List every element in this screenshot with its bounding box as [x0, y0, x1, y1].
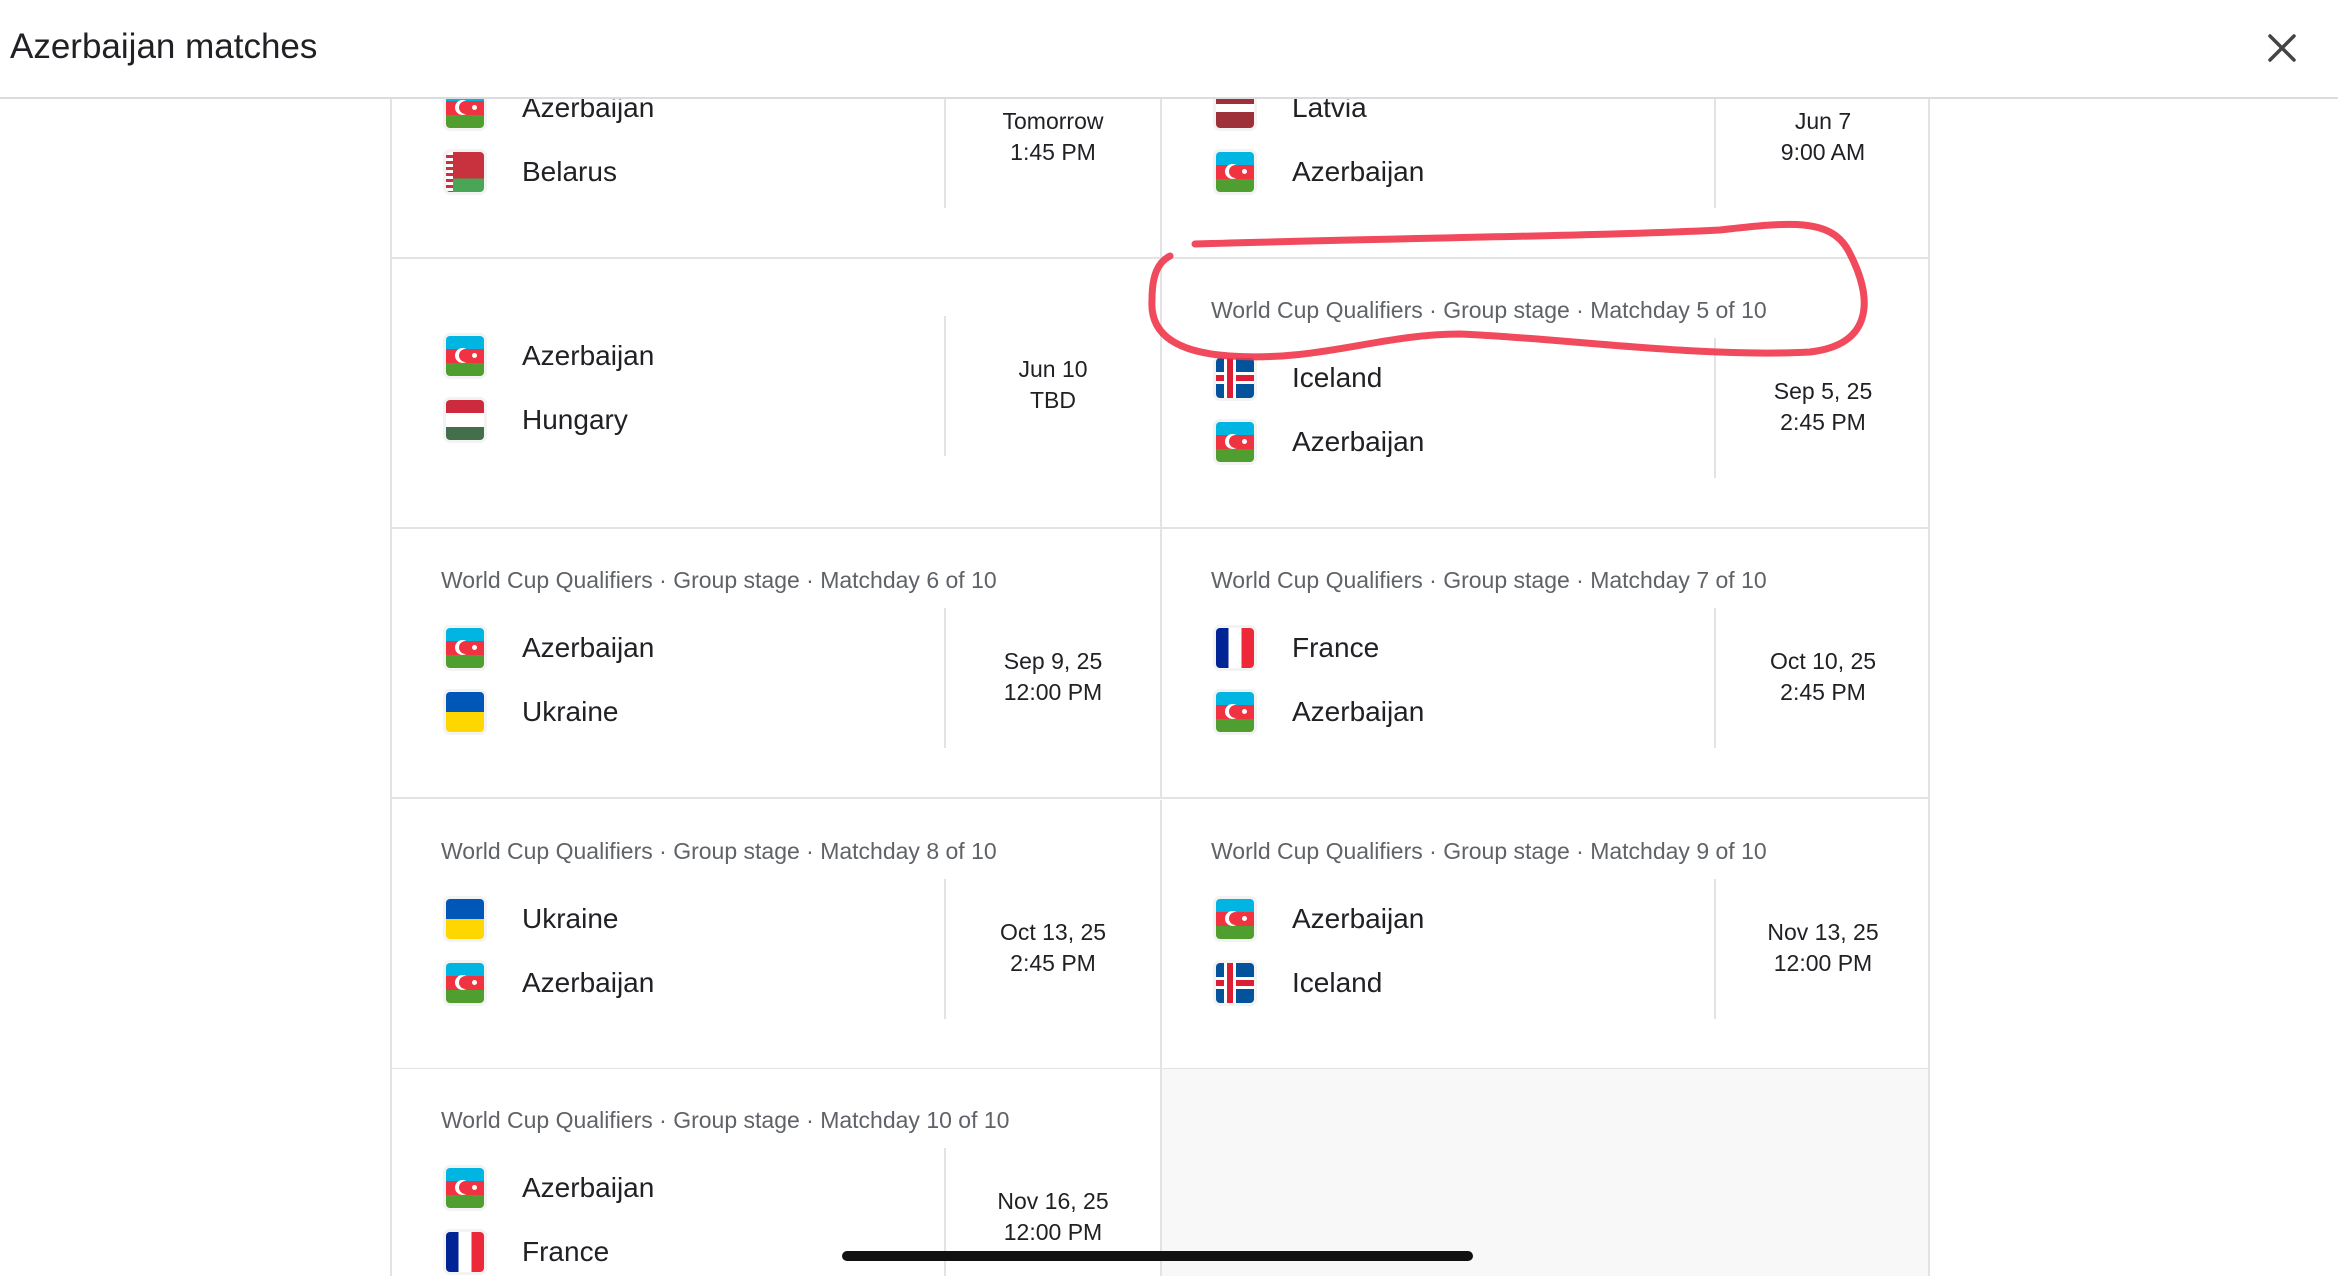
- home-indicator: [842, 1251, 1473, 1261]
- team-name: Belarus: [522, 156, 617, 187]
- team-name: Azerbaijan: [522, 967, 655, 998]
- team-name: Ukraine: [522, 696, 619, 727]
- team-row[interactable]: Belarus: [446, 152, 617, 192]
- divider: [1714, 338, 1716, 478]
- team-row[interactable]: Iceland: [1216, 963, 1382, 1003]
- team-row[interactable]: Hungary: [446, 400, 628, 440]
- team-name: Azerbaijan: [522, 340, 655, 371]
- team-row[interactable]: Ukraine: [446, 899, 618, 939]
- flag-blr-icon: [446, 152, 484, 192]
- team-row[interactable]: Azerbaijan: [446, 628, 654, 668]
- empty-cell: [1160, 1069, 1928, 1276]
- team-row[interactable]: France: [1216, 628, 1379, 668]
- match-time: 12:00 PM: [1773, 950, 1873, 976]
- match-date: Oct 10, 25: [1769, 648, 1877, 674]
- competition-label: World Cup Qualifiers · Group stage · Mat…: [441, 567, 997, 593]
- team-name: France: [1292, 632, 1380, 663]
- match-time: TBD: [1030, 387, 1076, 413]
- match-date: Jun 10: [1018, 356, 1088, 382]
- dialog-header: Azerbaijan matches: [0, 0, 2338, 99]
- match-card[interactable]: World Cup Qualifiers · Group stage · Mat…: [1160, 800, 1928, 1070]
- match-time: 2:45 PM: [1780, 679, 1866, 705]
- match-date: Nov 16, 25: [997, 1188, 1109, 1214]
- divider: [944, 68, 946, 208]
- flag-aze-icon: [446, 628, 484, 668]
- match-card[interactable]: World Cup Qualifiers · Group stage · Mat…: [392, 800, 1160, 1070]
- match-time: 12:00 PM: [1003, 679, 1103, 705]
- match-time: 1:45 PM: [1010, 139, 1096, 165]
- competition-label: World Cup Qualifiers · Group stage · Mat…: [1211, 297, 1767, 323]
- competition-label: World Cup Qualifiers · Group stage · Mat…: [441, 838, 997, 864]
- flag-aze-icon: [1216, 899, 1254, 939]
- match-card[interactable]: World Cup Qualifiers · Group stage · Mat…: [1160, 259, 1928, 529]
- match-card[interactable]: World Cup Qualifiers · Group stage · Mat…: [392, 529, 1160, 799]
- close-icon: [2268, 34, 2296, 62]
- team-name: Azerbaijan: [1292, 696, 1425, 727]
- match-date: Sep 9, 25: [1003, 648, 1103, 674]
- team-name: France: [522, 1236, 610, 1267]
- divider: [1714, 608, 1716, 748]
- flag-hun-icon: [446, 400, 484, 440]
- match-time: 2:45 PM: [1780, 409, 1866, 435]
- flag-aze-icon: [1216, 692, 1254, 732]
- competition-label: World Cup Qualifiers · Group stage · Mat…: [441, 1107, 1010, 1133]
- match-date: Nov 13, 25: [1767, 919, 1879, 945]
- team-row[interactable]: Azerbaijan: [1216, 152, 1424, 192]
- match-date: Oct 13, 25: [999, 919, 1107, 945]
- flag-aze-icon: [1216, 152, 1254, 192]
- divider: [944, 316, 946, 456]
- team-name: Azerbaijan: [1292, 156, 1425, 187]
- divider: [944, 879, 946, 1019]
- competition-label: World Cup Qualifiers · Group stage · Mat…: [1211, 567, 1767, 593]
- match-date: Jun 7: [1794, 108, 1852, 134]
- team-name: Azerbaijan: [522, 632, 655, 663]
- team-row[interactable]: Azerbaijan: [446, 336, 654, 376]
- matches-grid: Azerbaijan Belarus Tomorrow 1:45 PM Latvia Az…: [390, 0, 1930, 1276]
- competition-label: World Cup Qualifiers · Group stage · Mat…: [1211, 838, 1767, 864]
- page-title: Azerbaijan matches: [10, 27, 318, 66]
- flag-ukr-icon: [446, 899, 484, 939]
- match-time: 12:00 PM: [1003, 1219, 1103, 1245]
- team-name: Azerbaijan: [1292, 426, 1425, 457]
- match-time: 2:45 PM: [1010, 950, 1096, 976]
- flag-aze-icon: [446, 1168, 484, 1208]
- team-name: Azerbaijan: [1292, 903, 1425, 934]
- flag-fra-icon: [1216, 628, 1254, 668]
- flag-ukr-icon: [446, 692, 484, 732]
- team-name: Iceland: [1292, 967, 1383, 998]
- flag-fra-icon: [446, 1232, 484, 1272]
- team-row[interactable]: Ukraine: [446, 692, 618, 732]
- flag-aze-icon: [446, 963, 484, 1003]
- team-row[interactable]: Azerbaijan: [1216, 692, 1424, 732]
- team-name: Hungary: [522, 404, 628, 435]
- flag-isl-icon: [1216, 358, 1254, 398]
- team-name: Azerbaijan: [522, 1172, 655, 1203]
- match-time: 9:00 AM: [1780, 139, 1866, 165]
- match-card[interactable]: World Cup Qualifiers · Group stage · Mat…: [392, 1069, 1160, 1276]
- team-name: Ukraine: [522, 903, 619, 934]
- team-row[interactable]: Azerbaijan: [1216, 422, 1424, 462]
- match-card[interactable]: World Cup Qualifiers · Group stage · Mat…: [1160, 529, 1928, 799]
- match-date: Sep 5, 25: [1773, 378, 1873, 404]
- flag-aze-icon: [1216, 422, 1254, 462]
- team-row[interactable]: Azerbaijan: [1216, 899, 1424, 939]
- flag-isl-icon: [1216, 963, 1254, 1003]
- team-name: Iceland: [1292, 362, 1383, 393]
- divider: [944, 608, 946, 748]
- flag-aze-icon: [446, 336, 484, 376]
- match-date: Tomorrow: [1002, 108, 1104, 134]
- divider: [944, 1148, 946, 1276]
- team-row[interactable]: France: [446, 1232, 609, 1272]
- team-row[interactable]: Iceland: [1216, 358, 1382, 398]
- divider: [1714, 879, 1716, 1019]
- match-card[interactable]: Azerbaijan Hungary Jun 10 TBD: [392, 259, 1160, 529]
- divider: [1714, 68, 1716, 208]
- close-button[interactable]: [2262, 28, 2302, 68]
- team-row[interactable]: Azerbaijan: [446, 963, 654, 1003]
- team-row[interactable]: Azerbaijan: [446, 1168, 654, 1208]
